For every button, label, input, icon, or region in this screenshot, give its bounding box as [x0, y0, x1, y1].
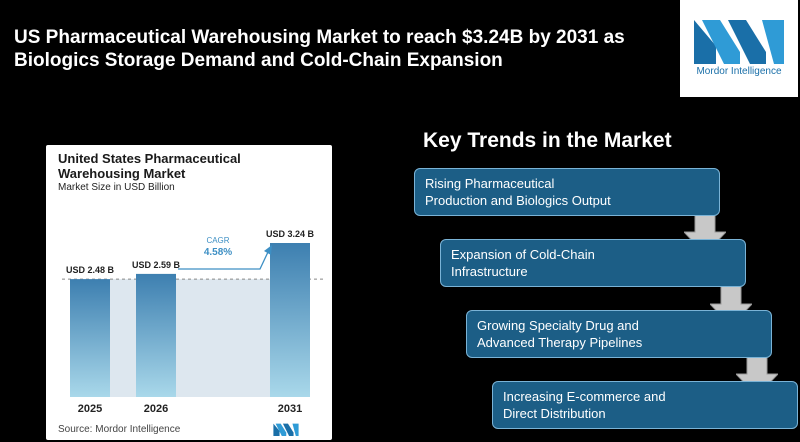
trend-item-2-line-2: Infrastructure: [451, 264, 528, 279]
x-tick-label: 2031: [278, 403, 302, 415]
cagr-arrow: [178, 251, 269, 270]
x-tick-label: 2025: [78, 403, 102, 415]
cagr-label: CAGR: [206, 236, 229, 245]
headline: US Pharmaceutical Warehousing Market to …: [14, 26, 674, 72]
bar-chart: USD 2.48 B 2025 USD 2.59 B 2026 USD 3.24 B 20…: [62, 229, 326, 415]
headline-line-1: US Pharmaceutical Warehousing Market to …: [14, 27, 625, 48]
mordor-logo: Mordor Intelligence: [680, 0, 798, 97]
trend-item-3: Growing Specialty Drug and Advanced Ther…: [466, 310, 772, 358]
value-label: USD 2.48 B: [66, 265, 115, 275]
trend-item-4-line-2: Direct Distribution: [503, 406, 606, 421]
trends-title: Key Trends in the Market: [423, 129, 672, 152]
mordor-logo-icon: [694, 20, 784, 64]
chart-subtitle: Market Size in USD Billion: [58, 182, 175, 193]
bar-2025: [70, 279, 110, 397]
trend-item-3-line-1: Growing Specialty Drug and: [477, 318, 639, 333]
bar-2031: [270, 243, 310, 397]
chart-source: Source: Mordor Intelligence: [58, 424, 181, 435]
chart-title-line-2: Warehousing Market: [58, 166, 186, 181]
trend-item-1: Rising Pharmaceutical Production and Bio…: [414, 168, 720, 216]
x-tick-label: 2026: [144, 403, 168, 415]
value-label: USD 2.59 B: [132, 260, 181, 270]
trend-item-3-line-2: Advanced Therapy Pipelines: [477, 335, 643, 350]
value-label: USD 3.24 B: [266, 229, 315, 239]
chart-title-line-1: United States Pharmaceutical: [58, 151, 241, 166]
mini-logo-icon: [273, 423, 299, 436]
cagr-value: 4.58%: [204, 247, 232, 258]
bar-2026: [136, 273, 176, 397]
chart-title: United States Pharmaceutical Warehousing…: [58, 151, 241, 181]
trend-item-4-line-1: Increasing E-commerce and: [503, 389, 666, 404]
trend-item-2-line-1: Expansion of Cold-Chain: [451, 247, 595, 262]
trend-item-4: Increasing E-commerce and Direct Distrib…: [492, 381, 798, 429]
chart-card: USD 2.48 B 2025 USD 2.59 B 2026 USD 3.24 B 20…: [46, 145, 332, 440]
trend-item-1-line-2: Production and Biologics Output: [425, 193, 611, 208]
trend-item-2: Expansion of Cold-Chain Infrastructure: [440, 239, 746, 287]
headline-line-2: Biologics Storage Demand and Cold-Chain …: [14, 50, 503, 71]
trend-item-1-line-1: Rising Pharmaceutical: [425, 176, 555, 191]
logo-text: Mordor Intelligence: [696, 66, 782, 77]
cagr-arrowhead: [264, 245, 272, 255]
chart-band: [176, 279, 270, 397]
